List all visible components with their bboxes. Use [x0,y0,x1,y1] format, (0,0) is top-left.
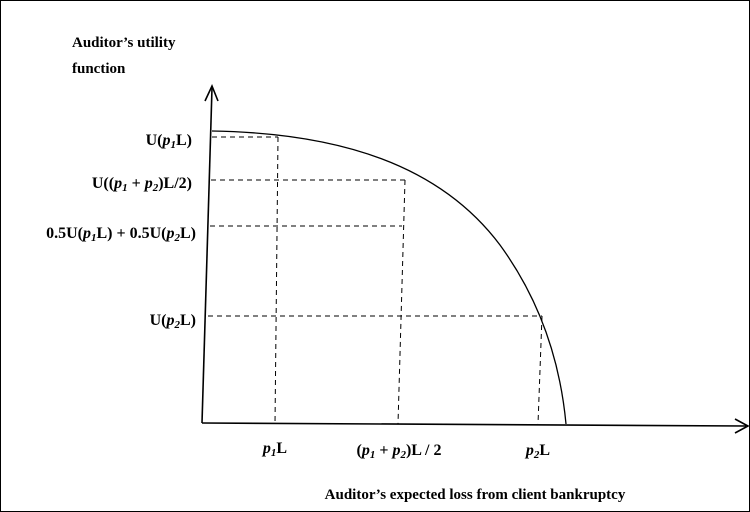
x-label-avg: (p1 + p2)L / 2 [356,442,441,461]
guide-v-p1L [274,136,279,425]
x-axis-arrow [734,418,750,434]
y-axis [201,87,213,424]
y-label-u-p2L: U(p2L) [150,312,196,331]
y-axis-arrow [204,83,219,102]
y-label-u-p1L: U(p1L) [146,132,192,151]
utility-curve [211,130,567,425]
x-axis-title: Auditor’s expected loss from client bank… [325,487,626,503]
guide-v-p2L [537,315,543,425]
guide-v-avg [397,179,406,425]
x-label-p2L: p2L [524,442,550,461]
y-axis-title-line1: Auditor’s utility [72,35,176,51]
x-axis [201,422,747,427]
y-label-u-avg: U((p1 + p2)L/2) [92,175,192,194]
y-axis-title-line2: function [72,61,126,77]
y-label-expected-utility: 0.5U(p1L) + 0.5U(p2L) [46,225,196,244]
x-label-p1L: p1L [261,440,287,459]
